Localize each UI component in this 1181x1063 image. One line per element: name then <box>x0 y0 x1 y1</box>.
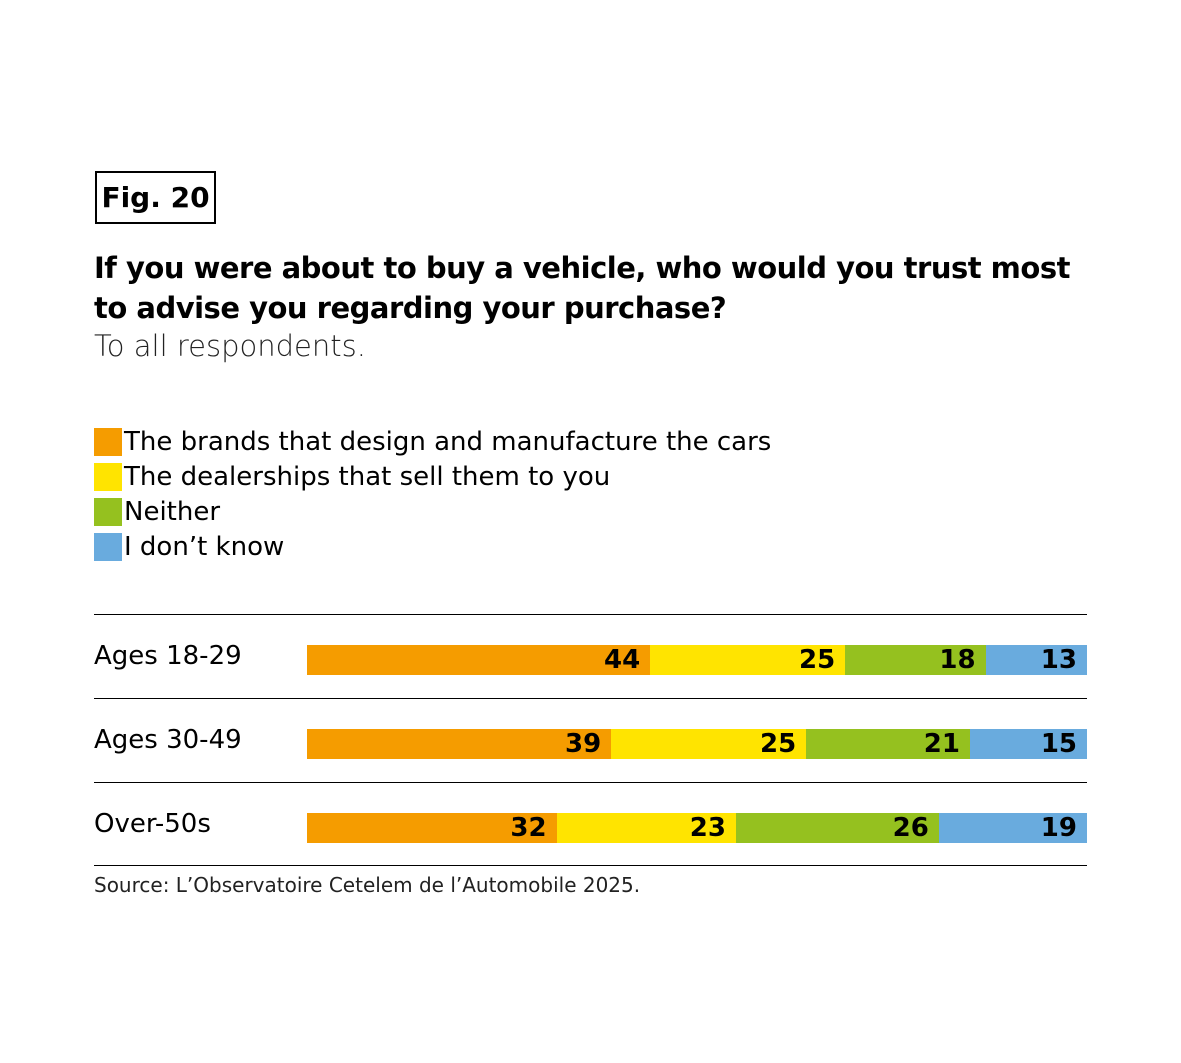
bar-segment: 15 <box>970 729 1087 759</box>
row-divider <box>94 698 1087 699</box>
legend-label: Neither <box>124 496 221 527</box>
row-divider <box>94 865 1087 866</box>
legend-swatch <box>94 532 122 561</box>
legend-item: The brands that design and manufacture t… <box>94 424 771 459</box>
bar-segment: 39 <box>307 729 612 759</box>
bar-segment: 13 <box>985 645 1087 675</box>
bar-segment: 19 <box>938 813 1087 843</box>
row-divider <box>94 614 1087 615</box>
legend-item: I don’t know <box>94 529 771 564</box>
chart-subtitle: To all respondents. <box>94 329 366 363</box>
legend-item: The dealerships that sell them to you <box>94 459 771 494</box>
bar-segment: 25 <box>650 645 846 675</box>
row-divider <box>94 782 1087 783</box>
legend-item: Neither <box>94 494 771 529</box>
bar-segment: 44 <box>307 645 651 675</box>
legend-swatch <box>94 427 122 456</box>
bar-segment: 21 <box>806 729 970 759</box>
legend-label: The brands that design and manufacture t… <box>124 426 772 457</box>
legend-label: I don’t know <box>124 531 285 562</box>
bar-segment: 32 <box>307 813 557 843</box>
legend-swatch <box>94 497 122 526</box>
legend: The brands that design and manufacture t… <box>94 424 771 564</box>
bar-segment: 23 <box>556 813 736 843</box>
bar-segment: 18 <box>845 645 986 675</box>
legend-label: The dealerships that sell them to you <box>124 461 611 492</box>
figure-label: Fig. 20 <box>95 171 216 224</box>
category-label: Ages 30-49 <box>94 725 242 755</box>
category-label: Ages 18-29 <box>94 641 242 671</box>
source-note: Source: L’Observatoire Cetelem de l’Auto… <box>94 873 641 897</box>
category-label: Over-50s <box>94 809 211 839</box>
bar-segment: 26 <box>736 813 939 843</box>
chart-title: If you were about to buy a vehicle, who … <box>94 251 1070 325</box>
legend-swatch <box>94 462 122 491</box>
bar-segment: 25 <box>611 729 807 759</box>
